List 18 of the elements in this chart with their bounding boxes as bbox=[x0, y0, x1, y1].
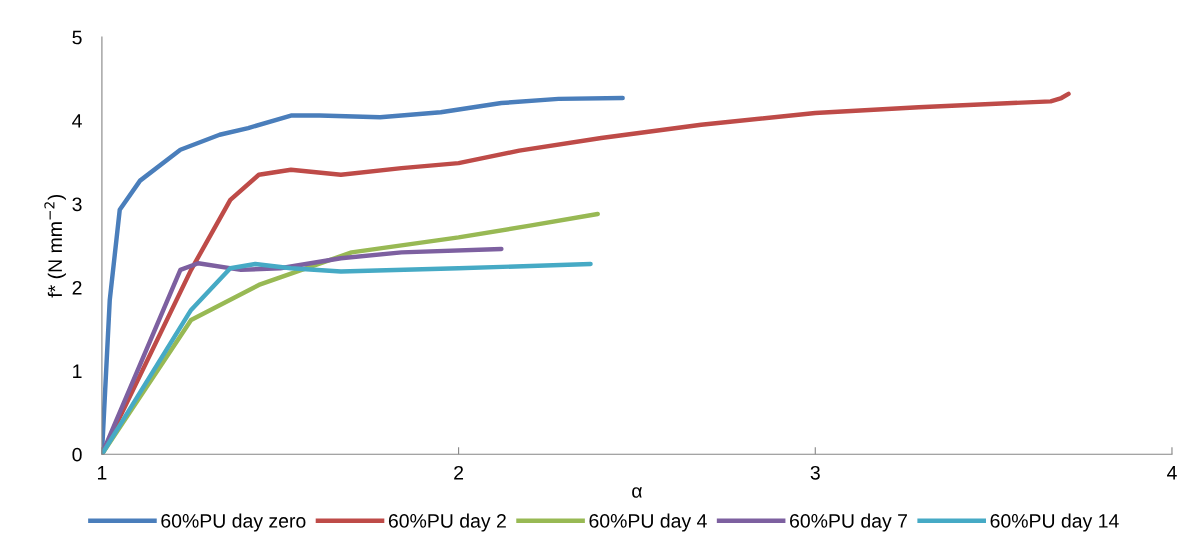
y-tick-label: 3 bbox=[72, 197, 82, 212]
legend-label: 60%PU day zero bbox=[161, 513, 306, 532]
x-tick-label: 1 bbox=[97, 466, 107, 480]
x-tick-label: 2 bbox=[454, 465, 464, 480]
legend-label: 60%PU day 4 bbox=[589, 513, 707, 532]
x-tick-label: 4 bbox=[1167, 466, 1177, 480]
y-tick-label: 0 bbox=[72, 447, 82, 462]
x-tick-label: 3 bbox=[810, 465, 820, 480]
y-tick-label: 1 bbox=[73, 364, 82, 378]
legend-label: 60%PU day 14 bbox=[990, 513, 1119, 532]
y-tick-label: 4 bbox=[72, 114, 82, 128]
y-axis-title: f* (N mm$^{−2}$) bbox=[44, 194, 66, 298]
legend-label: 60%PU day 2 bbox=[388, 513, 506, 532]
y-tick-label: 2 bbox=[72, 280, 82, 295]
x-axis-title: α bbox=[632, 487, 642, 498]
line-series bbox=[101, 261, 593, 455]
y-tick-label: 5 bbox=[72, 30, 82, 45]
legend-label: 60%PU day 7 bbox=[790, 513, 907, 532]
